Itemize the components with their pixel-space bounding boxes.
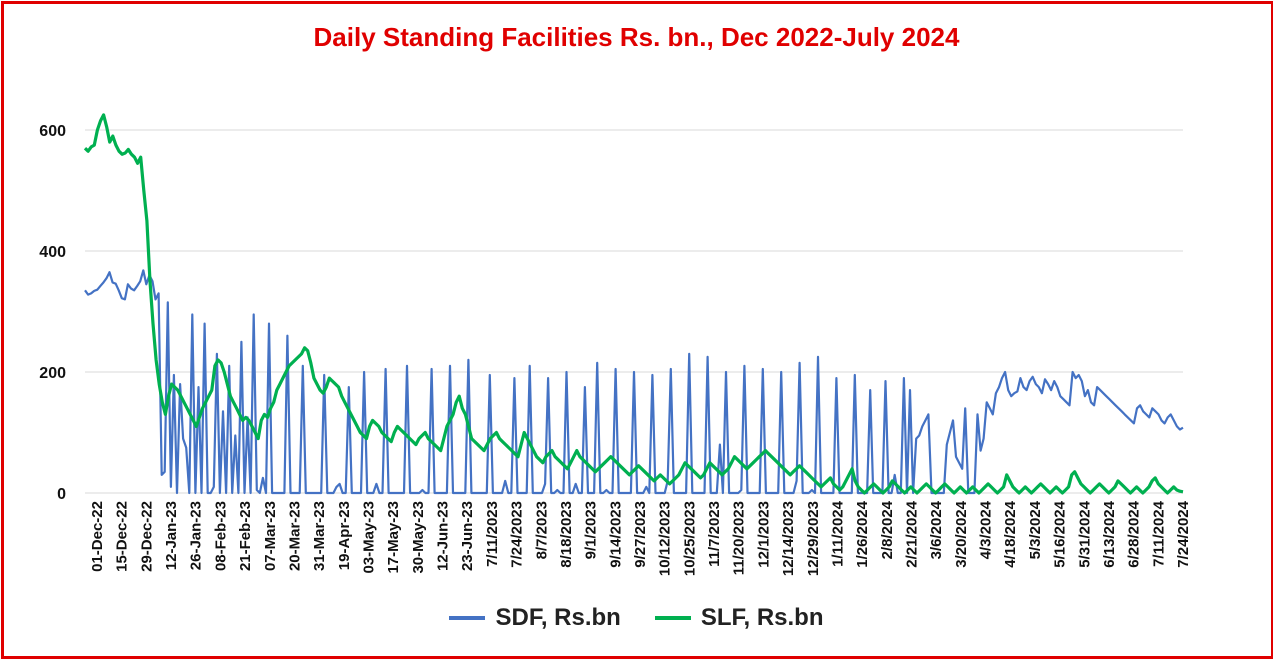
y-tick-label: 400	[39, 244, 66, 261]
x-tick-label: 8/7/2023	[533, 501, 550, 559]
x-tick-label: 7/24/2024	[1175, 500, 1192, 567]
legend-swatch-slf	[654, 616, 691, 620]
x-tick-label: 1/11/2024	[829, 500, 846, 567]
x-tick-label: 6/13/2024	[1101, 500, 1118, 567]
x-axis-ticks: 01-Dec-22 15-Dec-22 29-Dec-22 12-Jan-23 26-J…	[89, 500, 1192, 576]
legend-swatch-sdf	[449, 616, 486, 620]
x-tick-label: 07-Mar-23	[262, 501, 279, 571]
x-tick-label: 31-Mar-23	[311, 501, 328, 571]
legend-item-slf: SLF, Rs.bn	[654, 604, 824, 632]
series-line-slf	[83, 113, 1184, 495]
y-tick-label: 600	[39, 123, 66, 140]
x-tick-label: 29-Dec-22	[138, 501, 155, 572]
x-tick-label: 5/31/2024	[1076, 500, 1093, 567]
y-axis-ticks: 0 200 400 600	[39, 123, 66, 503]
x-tick-label: 5/16/2024	[1052, 500, 1069, 567]
series-line-sdf	[84, 269, 1184, 495]
x-tick-label: 08-Feb-23	[212, 501, 229, 571]
x-tick-label: 7/11/2024	[1150, 500, 1167, 567]
x-tick-label: 01-Dec-22	[89, 501, 106, 572]
x-tick-label: 2/8/2024	[879, 500, 896, 559]
x-tick-label: 30-May-23	[410, 501, 427, 574]
y-tick-label: 0	[57, 486, 66, 503]
x-tick-label: 11/20/2023	[731, 501, 748, 575]
x-tick-label: 15-Dec-22	[114, 501, 131, 572]
legend: SDF, Rs.bn SLF, Rs.bn	[0, 604, 1273, 632]
x-tick-label: 20-Mar-23	[286, 501, 303, 571]
y-tick-label: 200	[39, 365, 66, 382]
x-tick-label: 12/29/2023	[805, 501, 822, 576]
x-tick-label: 12/1/2023	[755, 501, 772, 568]
x-tick-label: 11/7/2023	[706, 501, 723, 567]
x-tick-label: 7/11/2023	[484, 501, 501, 567]
x-tick-label: 7/24/2023	[509, 501, 526, 568]
x-tick-label: 17-May-23	[385, 501, 402, 574]
x-tick-label: 26-Jan-23	[188, 501, 205, 570]
x-tick-label: 5/3/2024	[1027, 500, 1044, 559]
gridlines	[85, 129, 1183, 494]
x-tick-label: 3/6/2024	[928, 500, 945, 559]
chart-title: Daily Standing Facilities Rs. bn., Dec 2…	[313, 22, 960, 52]
x-tick-label: 21-Feb-23	[237, 501, 254, 571]
x-tick-label: 12-Jan-23	[163, 501, 180, 570]
x-tick-label: 12-Jun-23	[435, 501, 452, 571]
x-tick-label: 19-Apr-23	[336, 501, 353, 570]
x-tick-label: 9/14/2023	[607, 501, 624, 568]
x-tick-label: 3/20/2024	[953, 500, 970, 567]
legend-label-slf: SLF, Rs.bn	[700, 604, 824, 631]
x-tick-label: 23-Jun-23	[459, 501, 476, 571]
series-lines	[83, 113, 1184, 495]
x-tick-label: 03-May-23	[361, 501, 378, 574]
x-tick-label: 9/1/2023	[583, 501, 600, 559]
legend-item-sdf: SDF, Rs.bn	[449, 604, 621, 632]
legend-label-sdf: SDF, Rs.bn	[495, 604, 621, 631]
x-tick-label: 9/27/2023	[632, 501, 649, 568]
x-tick-label: 4/3/2024	[978, 500, 995, 559]
x-tick-label: 6/28/2024	[1126, 500, 1143, 567]
x-tick-label: 1/26/2024	[854, 500, 871, 567]
x-tick-label: 10/25/2023	[681, 501, 698, 576]
x-tick-label: 2/21/2024	[904, 500, 921, 567]
x-tick-label: 8/18/2023	[558, 501, 575, 568]
x-tick-label: 4/18/2024	[1002, 500, 1019, 567]
x-tick-label: 12/14/2023	[780, 501, 797, 576]
x-tick-label: 10/12/2023	[657, 501, 674, 576]
